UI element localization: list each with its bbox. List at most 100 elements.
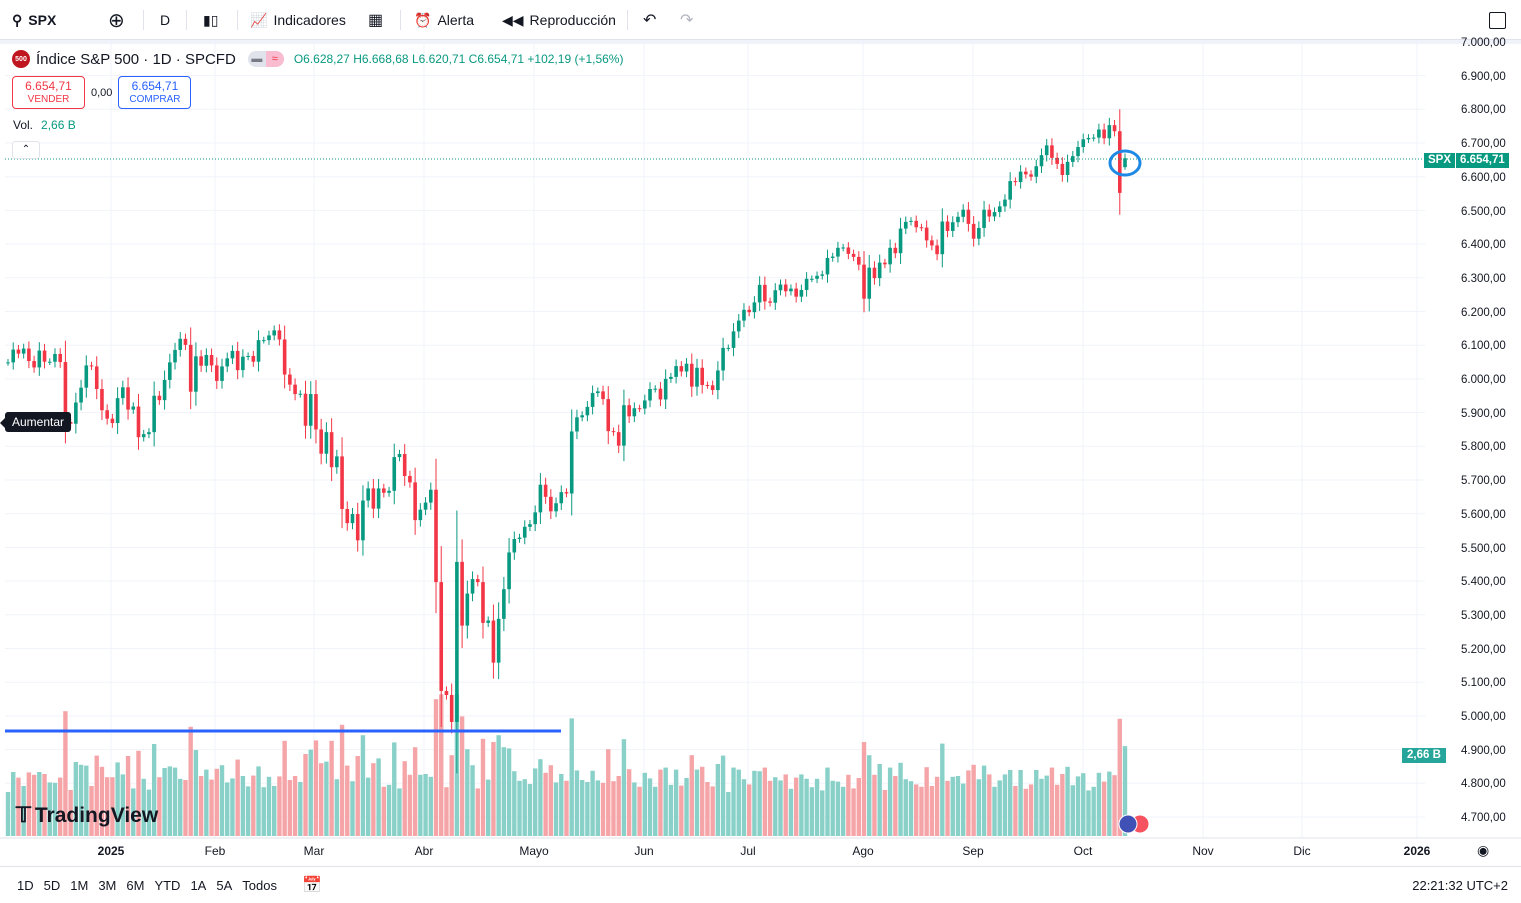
range-1m[interactable]: 1M [70, 877, 89, 893]
volume-bar [887, 767, 893, 836]
candle-body [721, 347, 725, 371]
search-icon: ⚲ [12, 11, 23, 28]
volume-bar [1018, 770, 1023, 836]
candle-body [277, 330, 282, 340]
sell-button[interactable]: 6.654,71 VENDER [12, 76, 85, 109]
candle-body [653, 388, 658, 390]
replay-button[interactable]: ◀◀ Reproducción [502, 0, 616, 40]
us-flag-icon[interactable] [1118, 814, 1138, 834]
volume-bar [1091, 786, 1096, 836]
buy-button[interactable]: 6.654,71 COMPRAR [118, 76, 192, 109]
go-to-date-icon[interactable]: 📅 [301, 877, 322, 894]
volume-bar [746, 784, 752, 836]
candle-body [183, 338, 188, 345]
layouts-button[interactable]: ▦ [368, 0, 383, 40]
ellipse-drawing[interactable] [1108, 149, 1142, 177]
tooltip: Aumentar [0, 412, 72, 432]
chart-type-button[interactable]: ▮▯ [203, 0, 218, 40]
volume-bar [642, 772, 647, 836]
candle-body [6, 362, 10, 364]
volume-bar [585, 782, 590, 836]
range-1d[interactable]: 1D [17, 877, 34, 893]
candle-body [768, 301, 772, 303]
candle-body [538, 484, 543, 513]
candle-body [235, 350, 240, 371]
volume-bar [987, 774, 992, 836]
candle-body [716, 370, 720, 391]
candle-body [596, 391, 600, 394]
collapse-legend-button[interactable]: ⌃ [12, 141, 40, 159]
settings-eye-icon[interactable]: ◉ [1477, 842, 1490, 858]
range-5d[interactable]: 5D [43, 877, 61, 893]
range-todos[interactable]: Todos [242, 877, 277, 893]
candle-body [115, 398, 120, 424]
redo-button[interactable]: ↷ [680, 0, 693, 40]
volume-bar [444, 787, 449, 836]
volume-bar [1096, 772, 1102, 836]
candle-body [470, 579, 475, 594]
volume-bar [84, 765, 89, 836]
candle-body [418, 509, 423, 521]
range-6m[interactable]: 6M [126, 877, 145, 893]
volume-bar [658, 769, 663, 836]
candle-body [89, 365, 94, 367]
top-toolbar: ⚲ SPX ⊕ D ▮▯ 📈 Indicadores ▦ ⏰ Alerta ◀◀ Rep… [0, 0, 1521, 40]
fullscreen-button[interactable] [1489, 0, 1506, 40]
time-label: 2025 [97, 844, 125, 858]
volume-bar [324, 761, 329, 836]
indicators-button[interactable]: 📈 Indicadores [250, 0, 346, 40]
volume-bar [564, 780, 569, 836]
candle-body [241, 356, 245, 371]
volume-bar [1049, 767, 1055, 836]
volume-bar [423, 774, 428, 836]
volume-bar [433, 699, 439, 836]
interval-button[interactable]: D [160, 0, 170, 40]
candle-body [1013, 181, 1018, 183]
range-1a[interactable]: 1A [190, 877, 207, 893]
candle-body [1086, 137, 1091, 140]
time-label: Ago [852, 844, 874, 858]
candle-body [230, 350, 235, 359]
volume-bar [856, 778, 861, 836]
candle-body [825, 257, 830, 275]
compare-add-button[interactable]: ⊕ [108, 0, 125, 40]
volume-bar [42, 774, 47, 836]
volume-bar [339, 724, 345, 836]
legend-toggles[interactable]: ▬ ≈ [247, 51, 284, 67]
range-5a[interactable]: 5A [216, 877, 233, 893]
tradingview-logo[interactable]: 𝕋 TradingView [16, 803, 158, 828]
candle-body [679, 366, 684, 372]
candle-body [434, 489, 438, 583]
symbol-search-button[interactable]: ⚲ SPX [12, 0, 56, 40]
clock[interactable]: 22:21:32 UTC+2 [1412, 878, 1508, 893]
volume-bar [846, 774, 851, 836]
range-ytd[interactable]: YTD [154, 877, 181, 893]
candle-body [157, 395, 162, 401]
low-value: L6.620,71 [411, 52, 466, 66]
symbol-title[interactable]: Índice S&P 500 · 1D · SPCFD [36, 50, 236, 68]
volume-bar [78, 764, 84, 836]
candle-body [94, 366, 99, 390]
price-label: 5.700,00 [1461, 475, 1506, 488]
candle-body [1117, 131, 1122, 193]
volume-bar [1023, 788, 1029, 836]
candle-body [355, 514, 360, 541]
candle-body [282, 339, 287, 375]
volume-bar [1013, 786, 1018, 836]
buy-price: 6.654,71 [131, 79, 179, 93]
candle-body [940, 221, 945, 255]
candle-body [74, 402, 78, 424]
volume-bar [491, 742, 496, 836]
candle-body [543, 484, 548, 497]
candle-body [888, 247, 892, 265]
undo-button[interactable]: ↶ [643, 0, 656, 40]
price-chart[interactable] [0, 44, 1521, 866]
alert-button[interactable]: ⏰ Alerta [414, 0, 474, 40]
volume-bar [125, 756, 131, 836]
candle-body [606, 399, 611, 432]
volume-bar [971, 764, 976, 836]
range-3m[interactable]: 3M [98, 877, 117, 893]
candle-body [340, 456, 344, 509]
candle-body [611, 431, 616, 433]
candle-body [42, 350, 47, 362]
